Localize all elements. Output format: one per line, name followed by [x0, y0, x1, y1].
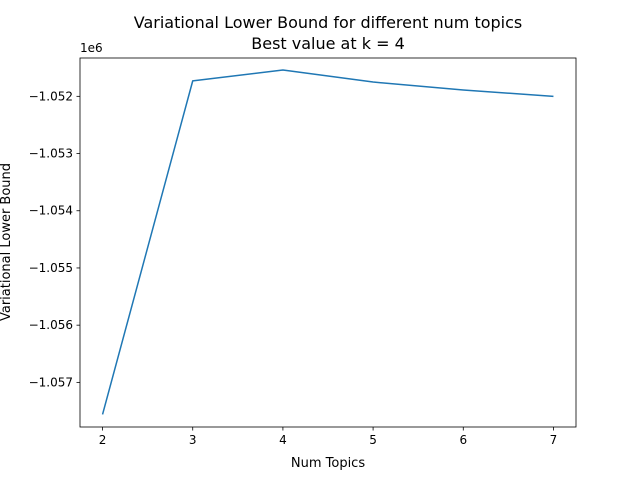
y-tick-label: −1.054	[29, 204, 73, 218]
x-tick-label: 6	[459, 433, 467, 447]
x-axis-label: Num Topics	[291, 456, 365, 471]
plot-area: 2 3 4 5 6 7 −1.057 −1.056 −1.055 −1.054 −1.053 −1.0…	[29, 57, 577, 447]
y-tick-label: −1.057	[29, 375, 73, 389]
chart-title-line1: Variational Lower Bound for different nu…	[134, 13, 523, 32]
plot-frame	[79, 57, 577, 428]
x-tick-label: 2	[99, 433, 107, 447]
y-tick-label: −1.056	[29, 318, 73, 332]
y-tick-label: −1.055	[29, 261, 73, 275]
y-axis-offset-label: 1e6	[80, 41, 103, 55]
x-tick-label: 5	[369, 433, 377, 447]
y-axis-label: Variational Lower Bound	[0, 163, 14, 321]
x-tick-label: 3	[189, 433, 197, 447]
chart-title-line2: Best value at k = 4	[251, 34, 405, 53]
y-tick-label: −1.053	[29, 147, 73, 161]
y-tick-label: −1.052	[29, 89, 73, 103]
x-tick-label: 4	[279, 433, 287, 447]
series-line-0	[101, 69, 554, 415]
x-tick-label: 7	[550, 433, 558, 447]
